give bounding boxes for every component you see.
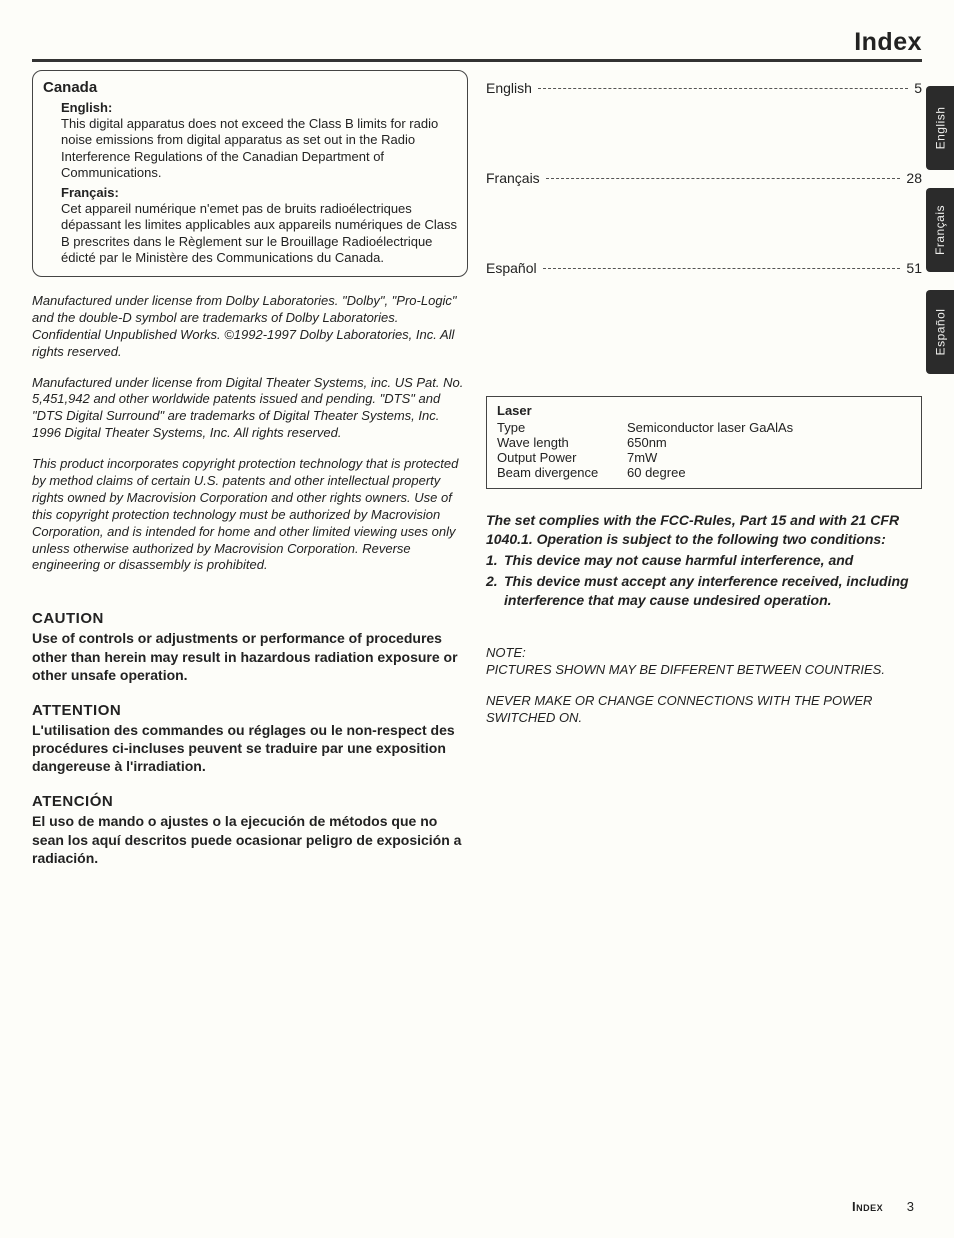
laser-key: Wave length [497, 435, 627, 450]
warnings-block: CAUTION Use of controls or adjustments o… [32, 610, 468, 867]
tab-espanol[interactable]: Español [926, 290, 954, 374]
footer-label: Index [852, 1199, 883, 1214]
english-label: English: [61, 100, 457, 115]
laser-row: Type Semiconductor laser GaAlAs [497, 420, 911, 435]
caution-heading: CAUTION [32, 610, 468, 627]
laser-spec-box: Laser Type Semiconductor laser GaAlAs Wa… [486, 396, 922, 489]
fcc-intro: The set complies with the FCC-Rules, Par… [486, 511, 922, 549]
note-body-2: NEVER MAKE OR CHANGE CONNECTIONS WITH TH… [486, 693, 922, 727]
leader-dots [546, 178, 901, 179]
laser-heading: Laser [497, 403, 911, 418]
laser-row: Output Power 7mW [497, 450, 911, 465]
francais-body: Cet appareil numérique n'emet pas de bru… [61, 201, 457, 266]
dolby-license: Manufactured under license from Dolby La… [32, 293, 468, 361]
note-label: NOTE: [486, 645, 526, 660]
fcc-compliance: The set complies with the FCC-Rules, Par… [486, 511, 922, 609]
laser-value: Semiconductor laser GaAlAs [627, 420, 793, 435]
macrovision-license: This product incorporates copyright prot… [32, 456, 468, 574]
laser-value: 7mW [627, 450, 657, 465]
tab-english[interactable]: English [926, 86, 954, 170]
index-entry-page: 5 [910, 80, 922, 96]
laser-row: Beam divergence 60 degree [497, 465, 911, 480]
laser-row: Wave length 650nm [497, 435, 911, 450]
laser-key: Type [497, 420, 627, 435]
notes-block: NOTE: PICTURES SHOWN MAY BE DIFFERENT BE… [486, 645, 922, 727]
tab-francais[interactable]: Français [926, 188, 954, 272]
atencion-heading: ATENCIÓN [32, 793, 468, 810]
fcc-condition-2: 2. This device must accept any interfere… [486, 572, 922, 610]
language-tabs: English Français Español [926, 86, 954, 374]
atencion-body: El uso de mando o ajustes o la ejecución… [32, 812, 468, 867]
footer-page-number: 3 [907, 1199, 914, 1214]
fcc-cond-text: This device may not cause harmful interf… [504, 551, 853, 570]
laser-key: Output Power [497, 450, 627, 465]
attention-heading: ATTENTION [32, 702, 468, 719]
left-column: Canada English: This digital apparatus d… [32, 70, 468, 885]
index-entry-page: 28 [902, 170, 922, 186]
index-entry-label: Español [486, 260, 541, 276]
index-entry-label: Français [486, 170, 544, 186]
canada-notice-box: Canada English: This digital apparatus d… [32, 70, 468, 277]
note-body-1: PICTURES SHOWN MAY BE DIFFERENT BETWEEN … [486, 662, 885, 677]
laser-key: Beam divergence [497, 465, 627, 480]
leader-dots [543, 268, 901, 269]
index-entry-label: English [486, 80, 536, 96]
english-body: This digital apparatus does not exceed t… [61, 116, 457, 181]
page: Index Canada English: This digital appar… [0, 0, 954, 1238]
leader-dots [538, 88, 908, 89]
laser-value: 60 degree [627, 465, 686, 480]
index-entry: English 5 [486, 80, 922, 96]
francais-label: Français: [61, 185, 457, 200]
laser-value: 650nm [627, 435, 667, 450]
page-footer: Index 3 [852, 1199, 914, 1214]
page-title: Index [854, 28, 922, 56]
index-entry-page: 51 [902, 260, 922, 276]
tab-label: Español [933, 309, 947, 356]
right-column: English 5 Français 28 Español 51 Laser T… [486, 70, 922, 885]
caution-body: Use of controls or adjustments or perfor… [32, 629, 468, 684]
fcc-cond-number: 1. [486, 551, 504, 570]
index-entry: Español 51 [486, 260, 922, 276]
two-columns: Canada English: This digital apparatus d… [32, 70, 922, 885]
dts-license: Manufactured under license from Digital … [32, 375, 468, 443]
fcc-cond-number: 2. [486, 572, 504, 610]
canada-heading: Canada [43, 79, 457, 96]
tab-label: English [933, 107, 947, 150]
fcc-condition-1: 1. This device may not cause harmful int… [486, 551, 922, 570]
title-row: Index [32, 28, 922, 62]
attention-body: L'utilisation des commandes ou réglages … [32, 721, 468, 776]
fcc-cond-text: This device must accept any interference… [504, 572, 922, 610]
tab-label: Français [933, 205, 947, 255]
index-entry: Français 28 [486, 170, 922, 186]
